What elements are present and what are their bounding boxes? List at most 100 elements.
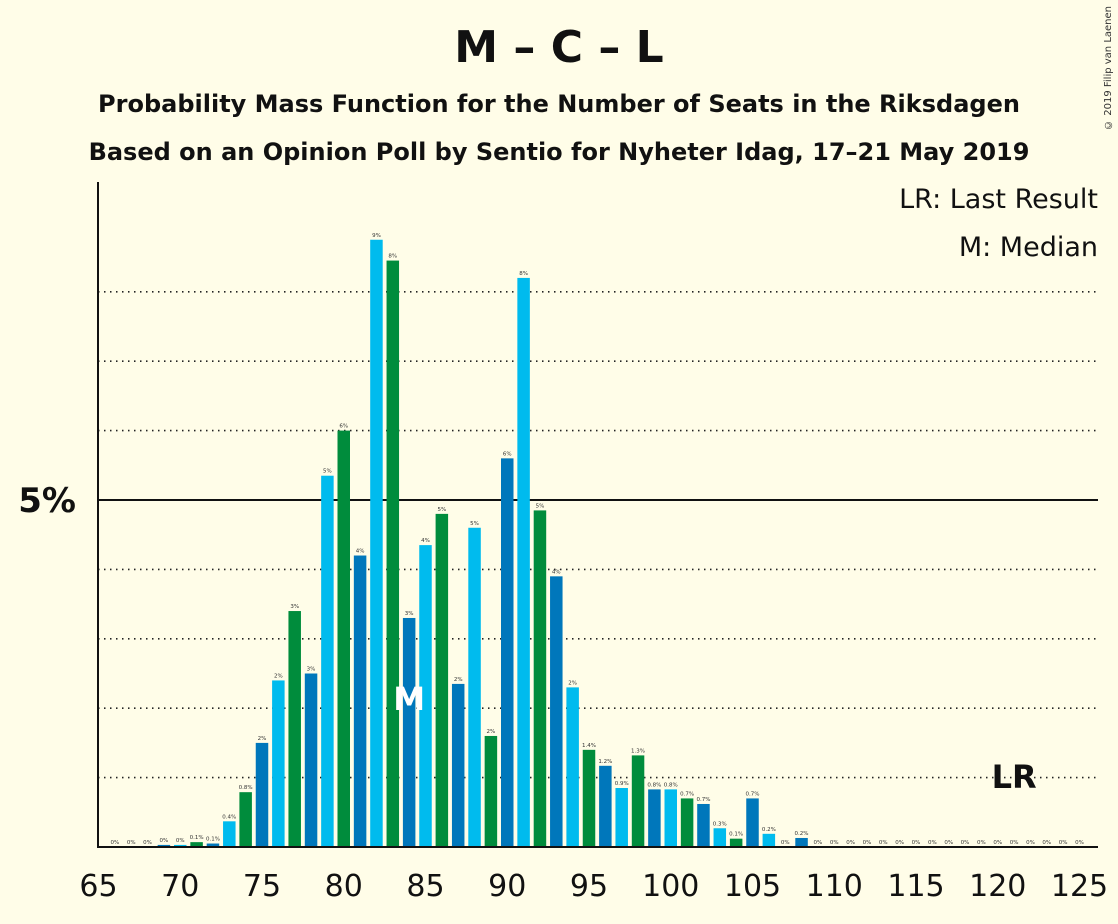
bar-label-seat-71: 0.1% xyxy=(190,835,204,841)
bar-seat-70 xyxy=(174,844,187,847)
bar-label-seat-66: 0% xyxy=(110,840,119,846)
bar-label-seat-68: 0% xyxy=(143,840,152,846)
bar-seat-82 xyxy=(370,239,383,847)
bar-label-seat-74: 0.8% xyxy=(239,785,253,791)
x-tick-label-115: 115 xyxy=(887,869,944,904)
x-tick-label-70: 70 xyxy=(161,869,199,904)
bar-label-seat-108: 0.2% xyxy=(795,831,809,837)
bar-label-seat-78: 3% xyxy=(307,667,316,673)
median-marker: M xyxy=(393,680,425,718)
bar-label-seat-118: 0% xyxy=(961,840,970,846)
bar-label-seat-75: 2% xyxy=(258,736,267,742)
bar-label-seat-122: 0% xyxy=(1026,840,1035,846)
bar-label-seat-83: 8% xyxy=(388,254,397,260)
bar-label-seat-114: 0% xyxy=(895,840,904,846)
bar-label-seat-125: 0% xyxy=(1075,840,1084,846)
bar-seat-81 xyxy=(353,555,367,847)
bar-label-seat-73: 0.4% xyxy=(222,814,236,820)
bar-label-seat-115: 0% xyxy=(912,840,921,846)
bar-label-seat-76: 2% xyxy=(274,673,283,679)
bar-label-seat-93: 4% xyxy=(552,569,561,575)
x-tick-label-125: 125 xyxy=(1051,869,1108,904)
bar-label-seat-81: 4% xyxy=(356,549,365,555)
bar-label-seat-104: 0.1% xyxy=(729,832,743,838)
bar-label-seat-86: 5% xyxy=(437,507,446,513)
x-tick-label-120: 120 xyxy=(969,869,1026,904)
bar-seat-75 xyxy=(255,742,269,847)
bar-seat-80 xyxy=(337,430,350,847)
bar-label-seat-102: 0.7% xyxy=(696,797,710,803)
bar-seat-74 xyxy=(239,792,252,847)
bar-seat-79 xyxy=(321,475,334,847)
bar-label-seat-92: 5% xyxy=(536,503,545,509)
bar-label-seat-77: 3% xyxy=(290,604,299,610)
bar-seat-86 xyxy=(435,513,449,847)
bar-seat-78 xyxy=(304,673,318,847)
bar-seat-99 xyxy=(648,789,661,847)
bar-label-seat-123: 0% xyxy=(1042,840,1051,846)
bar-label-seat-88: 5% xyxy=(470,521,479,527)
bar-seat-96 xyxy=(599,765,612,847)
bar-label-seat-100: 0.8% xyxy=(664,782,678,788)
bar-label-seat-72: 0.1% xyxy=(206,837,220,843)
bar-seat-85 xyxy=(419,545,432,847)
bar-label-seat-70: 0% xyxy=(176,838,185,844)
bar-label-seat-117: 0% xyxy=(944,840,953,846)
bar-label-seat-97: 0.9% xyxy=(615,781,629,787)
bar-seat-84 xyxy=(402,617,416,847)
bar-label-seat-91: 8% xyxy=(519,271,528,277)
bar-label-seat-105: 0.7% xyxy=(746,791,760,797)
bar-label-seat-116: 0% xyxy=(928,840,937,846)
x-tick-label-95: 95 xyxy=(570,869,608,904)
bar-label-seat-106: 0.2% xyxy=(762,827,776,833)
bar-label-seat-124: 0% xyxy=(1059,840,1068,846)
bar-seat-89 xyxy=(484,735,498,847)
legend-median: M: Median xyxy=(958,232,1098,263)
bar-label-seat-107: 0% xyxy=(781,840,790,846)
bar-seat-103 xyxy=(713,828,727,847)
bar-seat-71 xyxy=(190,842,203,847)
bar-label-seat-82: 9% xyxy=(372,233,381,239)
bar-seat-87 xyxy=(451,683,465,847)
x-tick-label-90: 90 xyxy=(488,869,526,904)
bar-seat-98 xyxy=(631,755,645,847)
x-tick-label-100: 100 xyxy=(642,869,699,904)
chart-subtitle-source: Based on an Opinion Poll by Sentio for N… xyxy=(88,138,1030,166)
x-tick-label-80: 80 xyxy=(325,869,363,904)
bar-label-seat-85: 4% xyxy=(421,538,430,544)
bar-label-seat-121: 0% xyxy=(1010,840,1019,846)
bar-seat-97 xyxy=(615,788,628,847)
bar-seat-94 xyxy=(566,687,579,847)
bar-seat-106 xyxy=(762,833,776,847)
x-tick-label-110: 110 xyxy=(806,869,863,904)
bar-label-seat-90: 6% xyxy=(503,451,512,457)
bar-seat-83 xyxy=(386,260,400,847)
bar-label-seat-103: 0.3% xyxy=(713,821,727,827)
bar-label-seat-89: 2% xyxy=(487,729,496,735)
x-tick-label-105: 105 xyxy=(724,869,781,904)
bar-label-seat-80: 6% xyxy=(339,424,348,430)
bar-label-seat-109: 0% xyxy=(814,840,823,846)
bar-label-seat-120: 0% xyxy=(993,840,1002,846)
chart-title: M – C – L xyxy=(454,22,664,73)
bar-label-seat-96: 1.2% xyxy=(598,759,612,765)
y-tick-label: 5% xyxy=(18,481,76,521)
bar-seat-104 xyxy=(729,838,743,847)
bar-seat-93 xyxy=(550,576,563,847)
bar-seat-91 xyxy=(517,277,530,847)
bar-seat-77 xyxy=(288,611,301,847)
bar-label-seat-98: 1.3% xyxy=(631,748,645,754)
bar-label-seat-84: 3% xyxy=(405,611,414,617)
x-tick-label-75: 75 xyxy=(243,869,281,904)
bar-label-seat-99: 0.8% xyxy=(647,782,661,788)
chart-subtitle: Probability Mass Function for the Number… xyxy=(98,90,1020,118)
bar-seat-76 xyxy=(272,680,285,847)
bar-seat-90 xyxy=(501,458,514,847)
bar-seat-72 xyxy=(206,843,220,847)
bar-seat-102 xyxy=(697,803,710,847)
last-result-marker: LR xyxy=(992,758,1037,796)
bar-label-seat-111: 0% xyxy=(846,840,855,846)
bar-label-seat-67: 0% xyxy=(127,840,136,846)
legend-last-result: LR: Last Result xyxy=(899,184,1098,215)
